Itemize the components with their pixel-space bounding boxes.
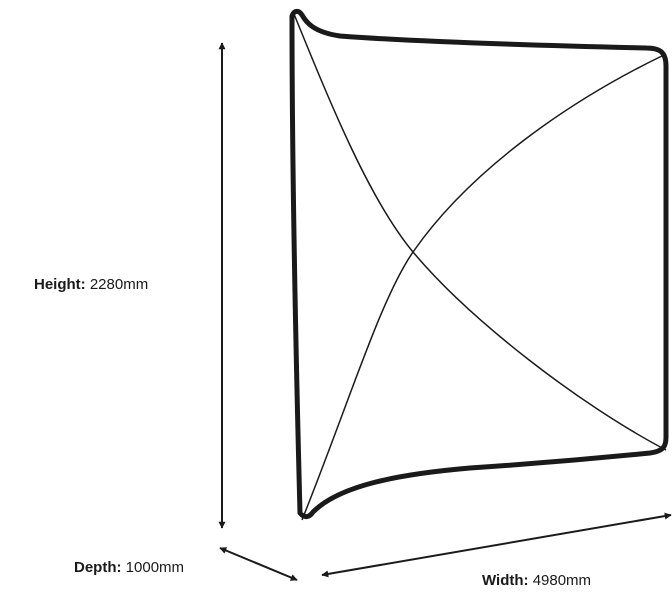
height-label-value: 2280mm: [89, 276, 149, 293]
diagonal-brace-left-top: [293, 13, 667, 451]
depth-arrow: [219, 547, 298, 581]
height-label: Height: 2280mm: [34, 276, 148, 294]
height-label-key: Height:: [34, 276, 86, 293]
width-arrow: [321, 512, 672, 578]
diagonal-brace-left-bottom: [301, 53, 667, 521]
depth-label: Depth: 1000mm: [74, 559, 184, 577]
depth-label-key: Depth:: [74, 559, 122, 576]
width-label: Width: 4980mm: [482, 572, 591, 590]
width-label-value: 4980mm: [532, 572, 592, 589]
display-frame-outline: [289, 8, 669, 520]
width-label-key: Width:: [482, 572, 529, 589]
depth-label-value: 1000mm: [125, 559, 185, 576]
